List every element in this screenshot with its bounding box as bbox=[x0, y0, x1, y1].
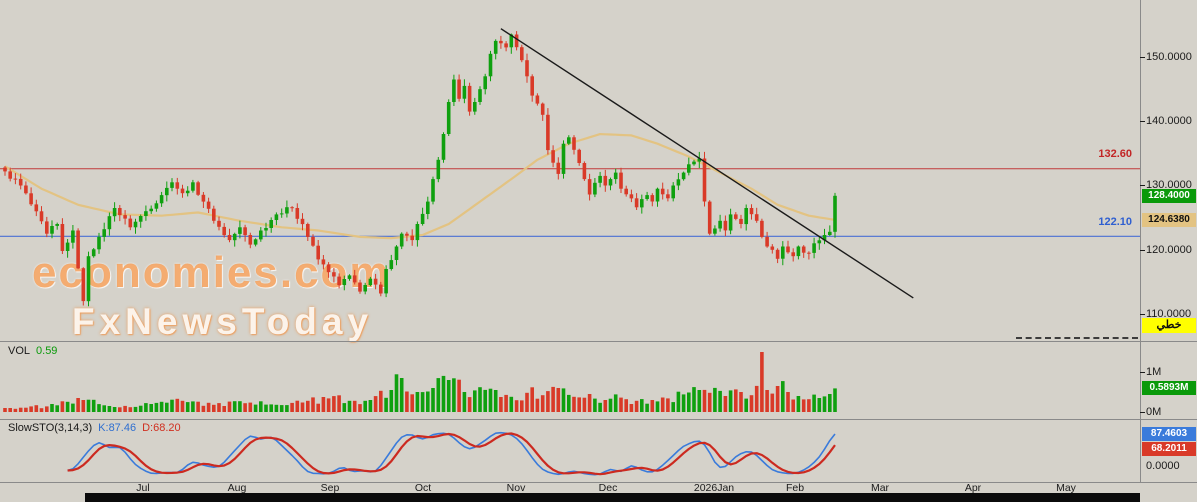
last-price-badge: 128.4000 bbox=[1142, 189, 1196, 203]
ma-value-badge: 124.6380 bbox=[1142, 213, 1196, 227]
axis-tick bbox=[1140, 314, 1145, 315]
pane-separator-sto-dates[interactable] bbox=[0, 482, 1197, 483]
volume-scale-bottom-label: 0M bbox=[1146, 406, 1162, 418]
date-tick-label: 2026Jan bbox=[693, 482, 735, 494]
volume-scale-top-label: 1M bbox=[1146, 366, 1162, 378]
price-tick-label: 130.0000 bbox=[1146, 179, 1192, 191]
pane-separator-price-volume[interactable] bbox=[0, 341, 1197, 342]
date-tick-label: Sep bbox=[320, 482, 340, 494]
price-tick-label: 110.0000 bbox=[1146, 308, 1192, 320]
tool-badge[interactable]: خطي bbox=[1142, 318, 1196, 333]
axis-tick bbox=[1140, 412, 1145, 413]
axis-tick bbox=[1140, 121, 1145, 122]
price-tick-label: 150.0000 bbox=[1146, 51, 1192, 63]
axis-tick bbox=[1140, 250, 1145, 251]
axis-tick bbox=[1140, 57, 1145, 58]
sto-pane-title: SlowSTO(3,14,3) K:87.46 D:68.20 bbox=[8, 422, 187, 434]
sto-k-label: K:87.46 bbox=[98, 422, 137, 434]
date-tick-label: Feb bbox=[785, 482, 805, 494]
price-tick-label: 140.0000 bbox=[1146, 115, 1192, 127]
date-tick-label: Aug bbox=[227, 482, 247, 494]
date-tick-label: Nov bbox=[506, 482, 526, 494]
date-tick-label: Mar bbox=[870, 482, 890, 494]
date-tick-label: May bbox=[1056, 482, 1076, 494]
price-axis-separator[interactable] bbox=[1140, 0, 1141, 483]
sto-k-badge: 87.4603 bbox=[1142, 427, 1196, 441]
volume-indicator-name: VOL bbox=[8, 345, 31, 357]
support-line-label[interactable]: 122.10 bbox=[1098, 216, 1132, 228]
volume-pane-title: VOL 0.59 bbox=[8, 345, 63, 357]
axis-tick bbox=[1140, 185, 1145, 186]
sto-indicator-name: SlowSTO(3,14,3) bbox=[8, 422, 93, 434]
bottom-scrollbar[interactable] bbox=[85, 493, 1140, 502]
date-tick-label: Oct bbox=[414, 482, 432, 494]
collapsed-pane-handle[interactable] bbox=[1016, 337, 1138, 339]
axis-tick bbox=[1140, 372, 1145, 373]
volume-badge: 0.5893M bbox=[1142, 381, 1196, 395]
sto-d-badge: 68.2011 bbox=[1142, 442, 1196, 456]
sto-d-label: D:68.20 bbox=[142, 422, 181, 434]
date-tick-label: Apr bbox=[964, 482, 982, 494]
sto-zero-label: 0.0000 bbox=[1146, 460, 1180, 472]
pane-separator-volume-sto[interactable] bbox=[0, 419, 1197, 420]
date-tick-label: Dec bbox=[598, 482, 618, 494]
resistance-line-label[interactable]: 132.60 bbox=[1098, 148, 1132, 160]
price-tick-label: 120.0000 bbox=[1146, 244, 1192, 256]
date-tick-label: Jul bbox=[136, 482, 150, 494]
volume-current-value: 0.59 bbox=[36, 345, 58, 357]
